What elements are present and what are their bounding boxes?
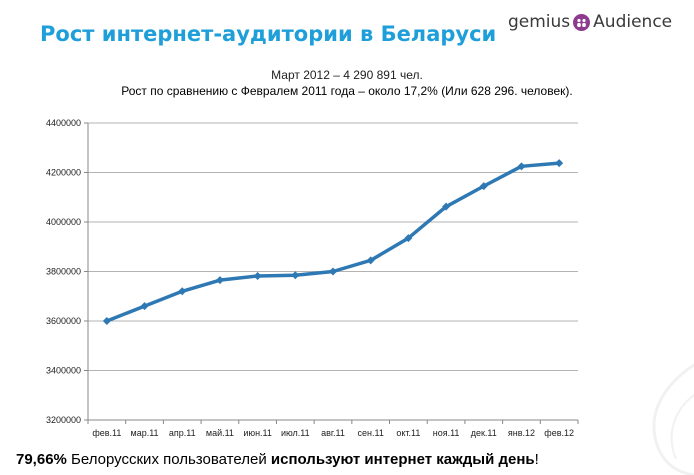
x-tick-label: июл.11 [281, 428, 310, 438]
axes [84, 122, 579, 424]
x-tick-label: авг.11 [321, 428, 345, 438]
x-tick-label: сен.11 [358, 428, 384, 438]
x-tick-label: янв.12 [508, 428, 535, 438]
x-tick-label: июн.11 [243, 428, 272, 438]
subtitle-march-total: Март 2012 – 4 290 891 чел. [271, 68, 423, 82]
data-point [442, 202, 451, 211]
data-point [178, 287, 187, 296]
footer-statement: 79,66% Белорусских пользователей использ… [16, 451, 539, 468]
grid-lines [88, 122, 578, 371]
page-title: Рост интернет-аудитории в Беларуси [40, 22, 497, 46]
logo-text-audience: Audience [593, 12, 673, 32]
footer-end: ! [534, 451, 539, 468]
data-point [291, 271, 300, 280]
people-icon [573, 13, 591, 31]
x-tick-label: апр.11 [169, 428, 196, 438]
series-audience [102, 159, 564, 325]
y-tick-label: 4400000 [46, 118, 81, 128]
x-tick-label: фев.11 [92, 428, 121, 438]
y-tick-label: 4200000 [46, 168, 81, 178]
data-point [215, 276, 224, 285]
x-tick-label: окт.11 [396, 428, 420, 438]
y-tick-label: 3200000 [46, 415, 81, 425]
data-point [366, 256, 375, 265]
data-point [253, 271, 262, 280]
data-point [479, 182, 488, 191]
logo-text-gemius: gemius [508, 12, 571, 32]
gemius-audience-logo: gemius Audience [508, 10, 672, 34]
y-tick-labels: 3200000 3400000 3600000 3800000 4000000 42000… [46, 118, 81, 425]
data-point [555, 159, 564, 168]
data-point [404, 234, 413, 243]
x-tick-label: дек.11 [471, 428, 497, 438]
x-tick-label: май.11 [206, 428, 234, 438]
subtitle-growth: Рост по сравнению с Февралем 2011 года –… [121, 84, 573, 98]
decorative-swirl [652, 363, 694, 475]
series-line [105, 161, 561, 323]
y-tick-label: 3800000 [46, 267, 81, 277]
data-point [329, 267, 337, 276]
data-point [140, 302, 149, 311]
x-tick-label: мар.11 [131, 428, 159, 438]
y-tick-label: 3600000 [46, 316, 81, 326]
x-tick-label: фев.12 [544, 428, 574, 438]
footer-text: Белорусских пользователей [66, 451, 271, 468]
footer-bold-text: используют интернет каждый день [270, 451, 535, 468]
data-point [517, 162, 526, 171]
footer-percent: 79,66% [16, 451, 67, 468]
x-tick-labels: фев.11 мар.11 апр.11 май.11 июн.11 июл.11 авг.… [92, 428, 574, 438]
y-tick-label: 4000000 [46, 217, 81, 227]
data-point [102, 317, 111, 325]
y-tick-label: 3400000 [46, 366, 81, 376]
x-tick-label: ноя.11 [433, 428, 460, 438]
